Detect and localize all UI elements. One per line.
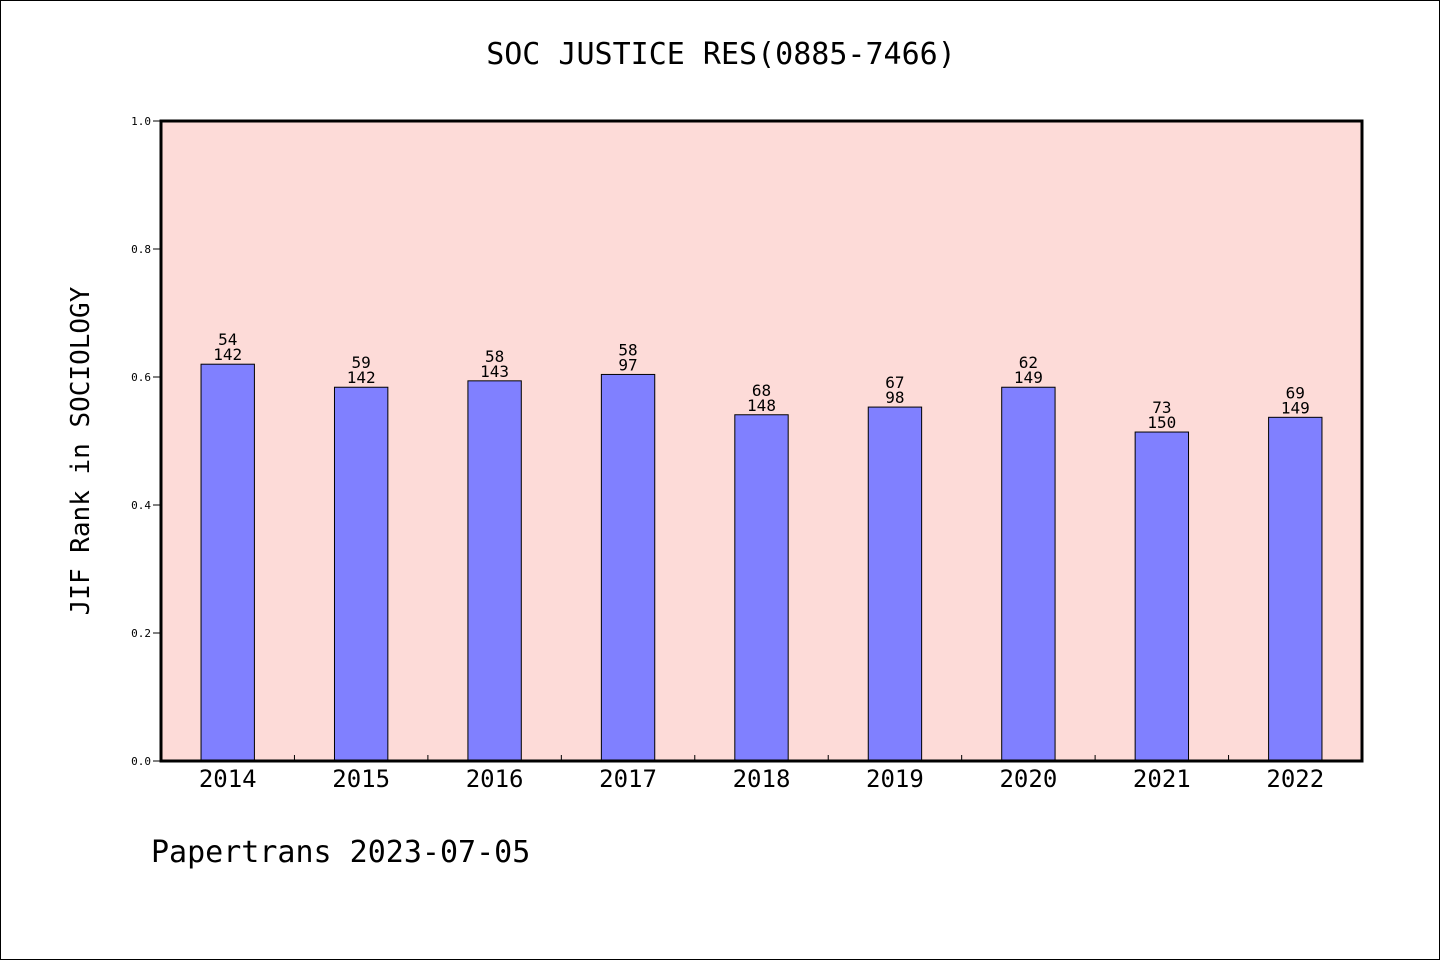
bar-rank-label: 54 — [218, 330, 237, 349]
bar-total-label: 150 — [1147, 413, 1176, 432]
bar-2019 — [867, 406, 923, 762]
x-tick-label: 2017 — [599, 765, 657, 793]
x-tick-label: 2016 — [466, 765, 524, 793]
bar-2014 — [200, 363, 255, 762]
bar-rank-label: 67 — [885, 373, 904, 392]
bar-rank-label: 73 — [1152, 398, 1171, 417]
bar-total-label: 97 — [618, 355, 637, 374]
x-tick-label: 2020 — [999, 765, 1057, 793]
x-tick-label: 2018 — [733, 765, 791, 793]
y-tick-label: 0.4 — [131, 499, 151, 512]
bar-2017 — [600, 373, 656, 762]
bar-rank-label: 69 — [1286, 383, 1305, 402]
bar-total-label: 148 — [747, 396, 776, 415]
x-tick-label: 2014 — [199, 765, 257, 793]
bar-rank-label: 58 — [485, 347, 504, 366]
bar-2022 — [1268, 416, 1323, 762]
y-tick-label: 0.2 — [131, 627, 151, 640]
y-tick-label: 0.8 — [131, 243, 151, 256]
bar-total-label: 149 — [1281, 398, 1310, 417]
bar-total-label: 142 — [213, 345, 242, 364]
x-tick-label: 2019 — [866, 765, 924, 793]
x-tick-label: 2022 — [1266, 765, 1324, 793]
bar-2018 — [734, 414, 789, 762]
bar-total-label: 143 — [480, 362, 509, 381]
plot-border — [159, 119, 1364, 763]
bar-rank-label: 62 — [1019, 353, 1038, 372]
bar-2020 — [1001, 386, 1056, 762]
bar-rank-label: 58 — [618, 340, 637, 359]
x-tick-label: 2015 — [332, 765, 390, 793]
bar-rank-label: 59 — [352, 353, 371, 372]
bar-total-label: 149 — [1014, 368, 1043, 387]
x-tick-label: 2021 — [1133, 765, 1191, 793]
footer-text: Papertrans 2023-07-05 — [151, 835, 531, 870]
bar-total-label: 142 — [347, 368, 376, 387]
chart-title: SOC JUSTICE RES(0885-7466) — [486, 37, 956, 72]
bar-2015 — [333, 386, 389, 762]
bar-total-label: 98 — [885, 388, 904, 407]
y-tick-label: 0.0 — [131, 755, 151, 768]
bar-rank-label: 68 — [752, 381, 771, 400]
y-tick-label: 0.6 — [131, 371, 151, 384]
bar-2016 — [467, 380, 522, 762]
y-tick-label: 1.0 — [131, 115, 151, 128]
bar-2021 — [1134, 431, 1190, 762]
